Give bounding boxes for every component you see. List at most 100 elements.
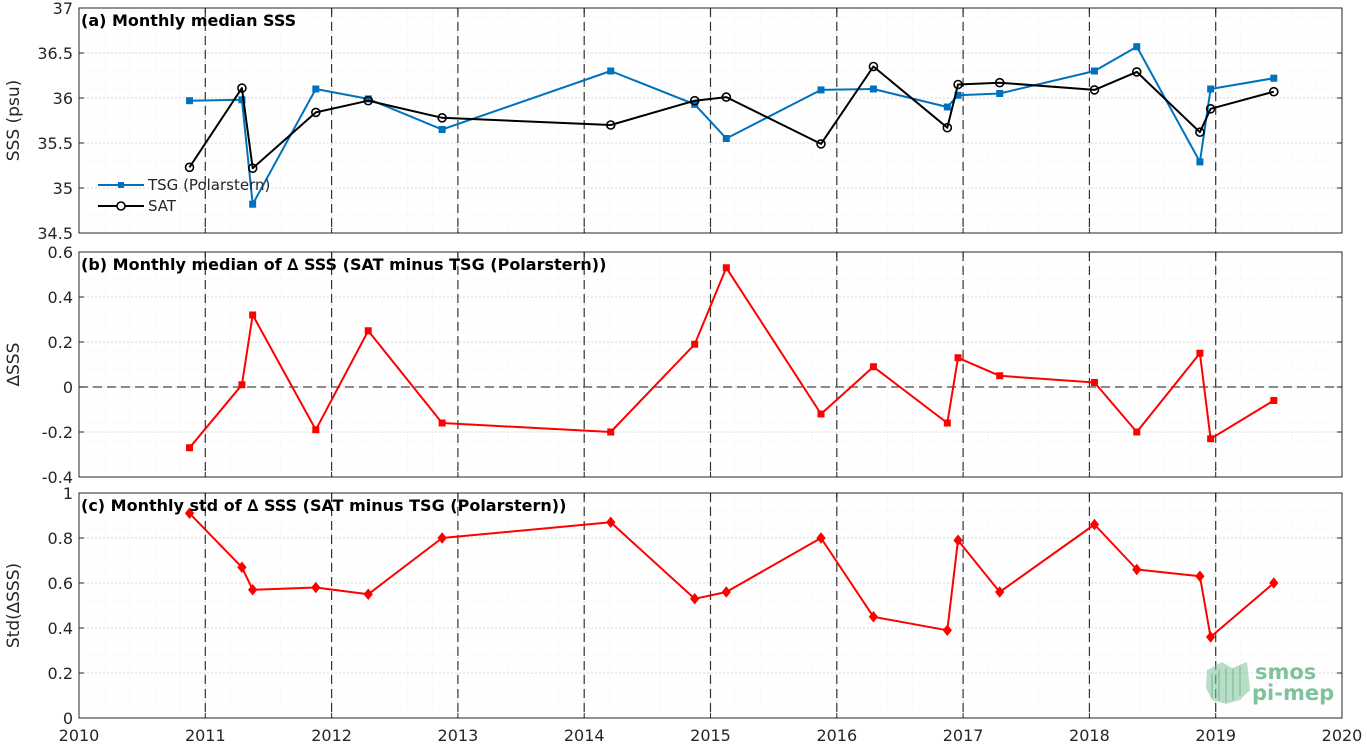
x-tick-label: 2013 [438,726,479,745]
logo-text-line2: pi-mep [1252,681,1334,705]
data-point-square [869,85,877,93]
data-point-square [722,135,730,142]
data-point-diamond [1132,563,1142,576]
data-point-circle [1268,86,1279,97]
y-tick-label: 0.2 [48,664,73,683]
data-point-square [1270,74,1278,82]
data-point-square [249,200,257,208]
data-point-diamond [721,586,731,598]
data-point-diamond [868,610,879,623]
y-tick-label: 34.5 [37,224,73,243]
panel-title: (a) Monthly median SSS [81,11,296,30]
data-point-diamond [606,516,616,529]
data-point-diamond [690,592,700,605]
y-tick-label: 0 [63,378,73,397]
data-layer [184,43,1279,643]
data-point-square [996,90,1004,97]
data-point-square [817,86,825,94]
data-point-diamond [237,561,247,574]
data-point-diamond [1206,631,1216,643]
y-tick-label: 0.6 [48,243,73,262]
y-tick-label: 0.4 [48,288,73,307]
data-point-circle [237,83,247,93]
data-point-diamond [437,532,447,544]
y-tick-label: 0 [63,709,73,728]
data-point-square [238,381,246,389]
y-tick-label: -0.2 [42,423,73,442]
y-tick-label: 35.5 [37,134,73,153]
data-point-square [722,264,730,272]
data-point-diamond [1089,518,1100,531]
data-point-square [943,103,951,111]
legend-marker-tsg [118,182,124,188]
y-tick-label: 0.6 [48,574,73,593]
data-point-square [1090,379,1098,386]
data-point-circle [1089,85,1100,95]
data-point-circle [247,163,258,173]
data-point-diamond [184,507,195,520]
legend-label-sat: SAT [148,197,177,215]
y-tick-label: 0.8 [48,529,73,548]
y-tick-label: -0.4 [42,468,73,487]
data-point-square [691,340,699,348]
data-point-circle [994,77,1005,88]
data-point-circle [311,107,321,118]
x-tick-label: 2017 [943,726,984,745]
logo-mark-stripes [1211,666,1241,702]
data-point-square [249,311,257,319]
data-point-square [607,428,615,436]
y-tick-label: 35 [53,179,73,198]
data-point-circle [689,95,700,106]
series-line-delta-std [188,512,1275,638]
label-layer: 34.5 35 35.5 36 36.5 37 (a) Monthly median SSS… [4,0,1362,745]
data-point-circle [437,113,447,123]
x-tick-label: 2018 [1069,726,1110,745]
data-point-diamond [995,586,1005,598]
data-point-diamond [248,583,258,596]
data-point-square [312,85,320,93]
panel-title: (b) Monthly median of ∆ SSS (SAT minus T… [81,255,606,274]
data-point-square [312,426,320,434]
x-tick-label: 2010 [59,726,100,745]
data-point-square [996,372,1004,380]
legend-label-tsg: TSG (Polarstern) [147,176,270,194]
y-axis-label: ∆SSS [4,343,24,388]
data-point-square [1196,349,1204,357]
data-point-circle [1205,104,1216,114]
data-point-square [1207,435,1215,443]
data-point-diamond [1269,577,1279,589]
data-point-square [817,410,825,418]
logo-mark [1206,662,1250,704]
year-boundary-layer [79,8,1342,718]
y-tick-label: 1 [63,484,73,503]
axes-frame-layer [78,7,1343,719]
x-tick-label: 2019 [1195,726,1236,745]
data-point-square [238,96,246,104]
data-point-diamond [311,581,321,594]
data-point-square [943,419,951,427]
data-point-circle [868,61,879,72]
panel-title: (c) Monthly std of ∆ SSS (SAT minus TSG … [81,496,566,515]
smos-pimep-logo: smos pi-mep [1206,660,1334,705]
data-point-diamond [1195,570,1205,583]
x-tick-label: 2020 [1322,726,1363,745]
data-point-square [364,327,372,335]
data-point-circle [953,79,963,90]
data-point-circle [942,122,953,133]
y-axis-label: SSS (psu) [4,80,24,161]
data-point-diamond [363,588,373,601]
data-point-circle [363,95,374,106]
x-tick-label: 2014 [564,726,605,745]
data-point-square [1207,85,1215,93]
data-point-circle [1131,67,1142,77]
data-point-circle [816,139,826,149]
logo-text-line1: smos [1255,660,1316,684]
data-point-square [438,126,446,133]
data-point-square [1133,43,1141,51]
data-point-square [954,354,962,362]
x-tick-label: 2011 [185,726,226,745]
series-line-delta-median [188,266,1275,449]
x-tick-label: 2012 [311,726,352,745]
data-point-square [1133,428,1141,436]
series-line-tsg-polarstern [189,45,1274,206]
